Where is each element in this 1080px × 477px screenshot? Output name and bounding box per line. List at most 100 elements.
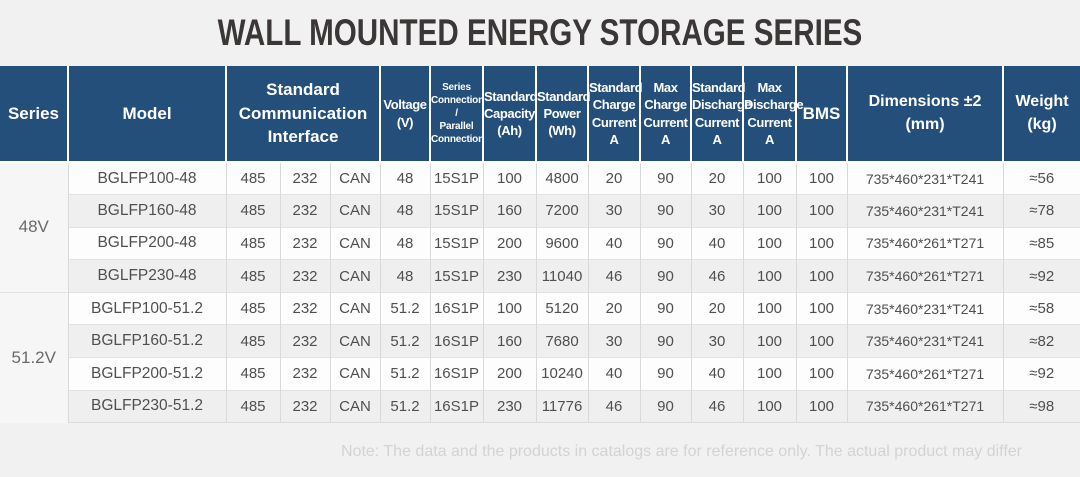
- cell-dimensions: 735*460*261*T271: [847, 226, 1004, 260]
- cell-dimensions: 735*460*231*T241: [847, 324, 1004, 358]
- cell-weight: ≈78: [1003, 194, 1080, 228]
- cell-connection: 15S1P: [430, 194, 484, 228]
- cell-capacity: 100: [483, 161, 537, 195]
- cell-std-discharge: 30: [691, 324, 744, 358]
- cell-bms: 100: [796, 291, 848, 325]
- cell-dimensions: 735*460*261*T271: [847, 259, 1004, 293]
- table-body: 48V BGLFP100-48 485 232 CAN 48 15S1P 100 4800 20 9…: [0, 161, 1080, 424]
- note-band: Note: The data and the products in catal…: [0, 423, 1080, 477]
- cell-rs232: 232: [280, 324, 331, 358]
- cell-connection: 15S1P: [430, 161, 484, 195]
- cell-bms: 100: [796, 389, 848, 424]
- cell-can: CAN: [330, 324, 381, 358]
- series-group-label: 48V: [0, 161, 69, 293]
- table-row: BGLFP230-51.2 485 232 CAN 51.2 16S1P 230 11776 4…: [0, 389, 1080, 424]
- cell-rs232: 232: [280, 357, 331, 391]
- cell-can: CAN: [330, 259, 381, 293]
- header-series: Series: [0, 66, 69, 163]
- cell-connection: 16S1P: [430, 291, 484, 325]
- cell-max-charge: 90: [640, 324, 692, 358]
- cell-rs485: 485: [226, 324, 281, 358]
- cell-std-charge: 46: [588, 259, 641, 293]
- cell-connection: 15S1P: [430, 226, 484, 260]
- cell-max-charge: 90: [640, 357, 692, 391]
- cell-dimensions: 735*460*261*T271: [847, 389, 1004, 424]
- header-std-charge-current: Standard Charge Current A: [588, 66, 643, 163]
- cell-model: BGLFP160-48: [68, 194, 227, 228]
- cell-weight: ≈92: [1003, 357, 1080, 391]
- cell-model: BGLFP230-48: [68, 259, 227, 293]
- cell-voltage: 51.2: [380, 291, 431, 325]
- page-title: WALL MOUNTED ENERGY STORAGE SERIES: [217, 12, 863, 53]
- cell-can: CAN: [330, 161, 381, 195]
- cell-weight: ≈85: [1003, 226, 1080, 260]
- cell-rs232: 232: [280, 161, 331, 195]
- cell-voltage: 48: [380, 259, 431, 293]
- cell-power: 11776: [536, 389, 589, 424]
- cell-can: CAN: [330, 357, 381, 391]
- cell-max-charge: 90: [640, 161, 692, 195]
- table-row: BGLFP230-48 485 232 CAN 48 15S1P 230 11040 46 90 4…: [0, 259, 1080, 293]
- header-weight: Weight (kg): [1003, 66, 1080, 163]
- series-group-label: 51.2V: [0, 291, 69, 423]
- cell-std-discharge: 46: [691, 259, 744, 293]
- table-row: BGLFP200-51.2 485 232 CAN 51.2 16S1P 200 10240 4…: [0, 357, 1080, 391]
- cell-capacity: 200: [483, 226, 537, 260]
- cell-std-discharge: 20: [691, 161, 744, 195]
- table-header: Series Model Standard Communication Inte…: [0, 66, 1080, 163]
- cell-max-discharge: 100: [743, 194, 797, 228]
- table-row: 48V BGLFP100-48 485 232 CAN 48 15S1P 100 4800 20 9…: [0, 161, 1080, 293]
- cell-model: BGLFP100-48: [68, 161, 227, 195]
- cell-voltage: 48: [380, 161, 431, 195]
- cell-rs232: 232: [280, 291, 331, 325]
- header-voltage: Voltage (V): [380, 66, 431, 163]
- header-dimensions: Dimensions ±2 (mm): [847, 66, 1004, 163]
- cell-max-discharge: 100: [743, 291, 797, 325]
- cell-connection: 16S1P: [430, 389, 484, 424]
- cell-dimensions: 735*460*231*T241: [847, 161, 1004, 195]
- cell-dimensions: 735*460*231*T241: [847, 194, 1004, 228]
- cell-std-discharge: 40: [691, 226, 744, 260]
- cell-capacity: 230: [483, 259, 537, 293]
- cell-rs485: 485: [226, 291, 281, 325]
- cell-power: 7680: [536, 324, 589, 358]
- cell-std-charge: 30: [588, 194, 641, 228]
- cell-std-charge: 40: [588, 357, 641, 391]
- cell-can: CAN: [330, 291, 381, 325]
- cell-weight: ≈82: [1003, 324, 1080, 358]
- cell-bms: 100: [796, 324, 848, 358]
- cell-can: CAN: [330, 194, 381, 228]
- spec-table: Series Model Standard Communication Inte…: [0, 66, 1080, 424]
- cell-weight: ≈58: [1003, 291, 1080, 325]
- cell-std-charge: 20: [588, 161, 641, 195]
- cell-voltage: 51.2: [380, 324, 431, 358]
- cell-rs232: 232: [280, 259, 331, 293]
- cell-weight: ≈56: [1003, 161, 1080, 195]
- cell-std-charge: 46: [588, 389, 641, 424]
- header-power: Standard Power (Wh): [536, 66, 591, 163]
- title-band: WALL MOUNTED ENERGY STORAGE SERIES: [0, 0, 1080, 66]
- cell-std-charge: 30: [588, 324, 641, 358]
- cell-power: 7200: [536, 194, 589, 228]
- cell-connection: 15S1P: [430, 259, 484, 293]
- cell-std-discharge: 20: [691, 291, 744, 325]
- cell-weight: ≈92: [1003, 259, 1080, 293]
- cell-rs232: 232: [280, 226, 331, 260]
- cell-connection: 16S1P: [430, 324, 484, 358]
- cell-max-charge: 90: [640, 389, 692, 424]
- cell-std-charge: 40: [588, 226, 641, 260]
- cell-rs232: 232: [280, 194, 331, 228]
- cell-power: 11040: [536, 259, 589, 293]
- cell-model: BGLFP160-51.2: [68, 324, 227, 358]
- header-connection: Series Connection / Parallel Connection: [430, 66, 484, 163]
- cell-bms: 100: [796, 161, 848, 195]
- table-row: BGLFP160-48 485 232 CAN 48 15S1P 160 7200 30 90 30…: [0, 194, 1080, 228]
- header-max-discharge-current: Max Discharge Current A: [743, 66, 804, 163]
- cell-bms: 100: [796, 194, 848, 228]
- cell-bms: 100: [796, 259, 848, 293]
- cell-voltage: 51.2: [380, 357, 431, 391]
- cell-can: CAN: [330, 226, 381, 260]
- header-bms: BMS: [796, 66, 848, 163]
- cell-dimensions: 735*460*261*T271: [847, 357, 1004, 391]
- cell-model: BGLFP100-51.2: [68, 291, 227, 325]
